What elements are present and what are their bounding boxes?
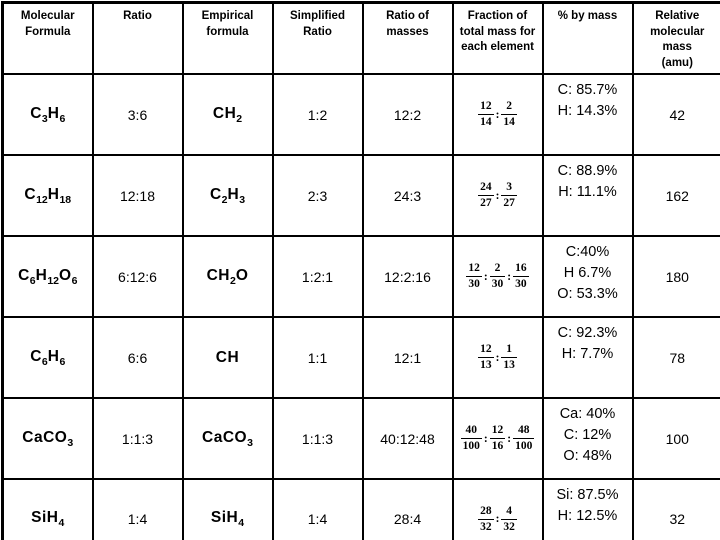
ratio-of-masses-cell: 12:1 <box>361 316 454 400</box>
percent-by-mass-cell: Si: 87.5% H: 12.5% <box>541 478 634 540</box>
empirical-formula-cell: CH2O <box>181 235 274 319</box>
relative-molecular-mass-cell: 42 <box>631 73 720 157</box>
ratio-cell: 1:1:3 <box>91 397 184 481</box>
header-ratio: Ratio <box>91 1 184 76</box>
table-row: C3H6 3:6 CH2 1:2 12:2 12 14:2 14 C: 85.7% H… <box>1 73 720 157</box>
relative-molecular-mass-cell: 32 <box>631 478 720 540</box>
simplified-ratio-cell: 1:2:1 <box>271 235 364 319</box>
simplified-ratio-cell: 2:3 <box>271 154 364 238</box>
molecular-formula-cell: C6H6 <box>1 316 94 400</box>
ratio-of-masses-cell: 12:2 <box>361 73 454 157</box>
table-row: SiH4 1:4 SiH4 1:4 28:4 28 32:4 32 Si: 87.5… <box>1 478 720 540</box>
table-row: C6H12O6 6:12:6 CH2O 1:2:1 12:2:16 12 30:2… <box>1 235 720 319</box>
mass-fraction-cell: 24 27:3 27 <box>451 154 544 238</box>
ratio-of-masses-cell: 24:3 <box>361 154 454 238</box>
empirical-formula-cell: CH <box>181 316 274 400</box>
empirical-formula-cell: SiH4 <box>181 478 274 540</box>
percent-by-mass-cell: C: 85.7% H: 14.3% <box>541 73 634 157</box>
relative-molecular-mass-cell: 180 <box>631 235 720 319</box>
ratio-cell: 12:18 <box>91 154 184 238</box>
header-percent-by-mass: % by mass <box>541 1 634 76</box>
relative-molecular-mass-cell: 162 <box>631 154 720 238</box>
molecular-formula-cell: C12H18 <box>1 154 94 238</box>
table-row: C6H6 6:6 CH 1:1 12:1 12 13:1 13 C: 92.3% H:… <box>1 316 720 400</box>
ratio-cell: 3:6 <box>91 73 184 157</box>
ratio-cell: 6:12:6 <box>91 235 184 319</box>
ratio-of-masses-cell: 12:2:16 <box>361 235 454 319</box>
empirical-formula-cell: CaCO3 <box>181 397 274 481</box>
header-molecular-formula: Molecular Formula <box>1 1 94 76</box>
percent-by-mass-cell: C: 92.3% H: 7.7% <box>541 316 634 400</box>
mass-fraction-cell: 28 32:4 32 <box>451 478 544 540</box>
table-row: CaCO3 1:1:3 CaCO3 1:1:3 40:12:48 40 100:1… <box>1 397 720 481</box>
mass-fraction-cell: 12 30:2 30:16 30 <box>451 235 544 319</box>
percent-by-mass-cell: C: 88.9% H: 11.1% <box>541 154 634 238</box>
simplified-ratio-cell: 1:4 <box>271 478 364 540</box>
header-simplified-ratio: Simplified Ratio <box>271 1 364 76</box>
relative-molecular-mass-cell: 100 <box>631 397 720 481</box>
molecular-formula-cell: CaCO3 <box>1 397 94 481</box>
ratio-of-masses-cell: 40:12:48 <box>361 397 454 481</box>
mass-fraction-cell: 12 13:1 13 <box>451 316 544 400</box>
percent-by-mass-cell: Ca: 40% C: 12% O: 48% <box>541 397 634 481</box>
simplified-ratio-cell: 1:1:3 <box>271 397 364 481</box>
molecular-formula-cell: SiH4 <box>1 478 94 540</box>
header-row: Molecular Formula Ratio Empirical formul… <box>1 1 720 76</box>
ratio-of-masses-cell: 28:4 <box>361 478 454 540</box>
molecular-formula-cell: C6H12O6 <box>1 235 94 319</box>
header-relative-molecular-mass: Relative molecular mass (amu) <box>631 1 720 76</box>
table-row: C12H18 12:18 C2H3 2:3 24:3 24 27:3 27 C: 8… <box>1 154 720 238</box>
relative-molecular-mass-cell: 78 <box>631 316 720 400</box>
empirical-formula-cell: CH2 <box>181 73 274 157</box>
molecular-formula-cell: C3H6 <box>1 73 94 157</box>
mass-fraction-cell: 40 100:12 16:48 100 <box>451 397 544 481</box>
percent-by-mass-cell: C:40% H 6.7% O: 53.3% <box>541 235 634 319</box>
mass-fraction-cell: 12 14:2 14 <box>451 73 544 157</box>
ratio-cell: 6:6 <box>91 316 184 400</box>
header-ratio-of-masses: Ratio of masses <box>361 1 454 76</box>
simplified-ratio-cell: 1:2 <box>271 73 364 157</box>
header-mass-fraction: Fraction of total mass for each element <box>451 1 544 76</box>
ratio-cell: 1:4 <box>91 478 184 540</box>
empirical-formula-cell: C2H3 <box>181 154 274 238</box>
simplified-ratio-cell: 1:1 <box>271 316 364 400</box>
header-empirical-formula: Empirical formula <box>181 1 274 76</box>
